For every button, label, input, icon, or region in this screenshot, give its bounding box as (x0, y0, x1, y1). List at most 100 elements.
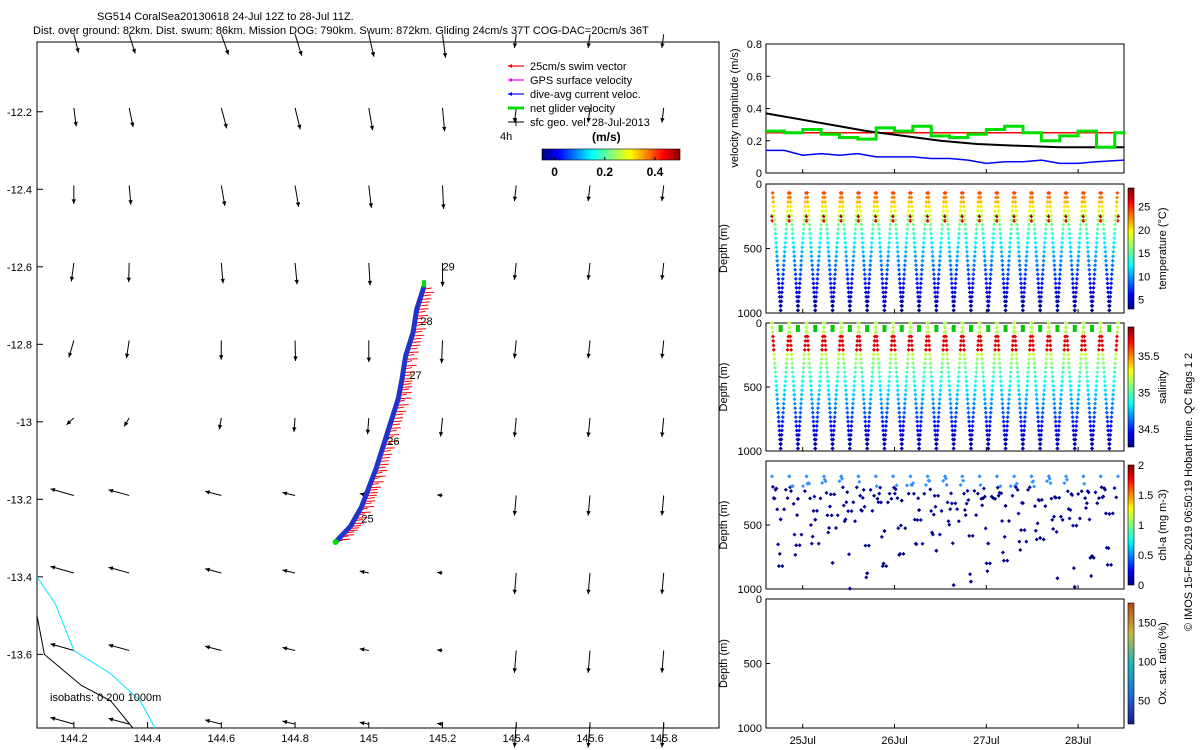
depth-ytick-label: 1000 (738, 723, 762, 735)
depth-sample (862, 406, 867, 411)
depth-sample (921, 374, 926, 379)
depth-sample (1022, 428, 1027, 433)
depth-sample (1069, 397, 1074, 402)
depth-sample (1031, 218, 1036, 223)
depth-sample (813, 437, 818, 442)
depth-sample (808, 379, 813, 384)
depth-sample (806, 213, 811, 218)
depth-sample (1095, 365, 1100, 370)
depth-sample (1114, 347, 1119, 352)
depth-sample (826, 254, 831, 259)
geo-arrowhead (512, 589, 517, 595)
depth-sample (791, 374, 796, 379)
depth-sample (1057, 272, 1062, 277)
depth-sample (1034, 254, 1039, 259)
depth-sample (1013, 200, 1018, 205)
depth-sample (1079, 204, 1084, 209)
depth-sample (1067, 370, 1072, 375)
depth-sample (841, 503, 846, 508)
depth-colorbar-tick: 5 (1138, 295, 1144, 307)
depth-sample (921, 388, 926, 393)
depth-sample (1099, 338, 1104, 343)
depth-sample (1038, 535, 1043, 540)
depth-sample (927, 204, 932, 209)
depth-colorbar (1127, 602, 1135, 725)
depth-sample (981, 245, 986, 250)
depth-sample (859, 508, 864, 513)
depth-sample (1070, 410, 1075, 415)
depth-sample (793, 415, 798, 420)
geo-arrowhead (205, 718, 211, 724)
depth-sample (846, 428, 851, 433)
depth-sample (944, 204, 949, 209)
depth-sample (1026, 231, 1031, 236)
depth-sample (906, 343, 911, 348)
depth-sample (1057, 419, 1062, 424)
depth-sample (910, 347, 915, 352)
depth-sample (843, 388, 848, 393)
depth-sample (1056, 424, 1061, 429)
depth-sample (881, 290, 886, 295)
depth-sample (1010, 343, 1015, 348)
day-label-26: 26 (387, 436, 399, 448)
depth-sample (915, 518, 920, 523)
depth-ytick-label: 0 (756, 318, 762, 330)
depth-sample (1108, 285, 1113, 290)
depth-sample (976, 204, 981, 209)
depth-sample (1109, 562, 1114, 567)
depth-sample (968, 572, 973, 577)
depth-sample (854, 485, 859, 490)
depth-sample (1067, 374, 1072, 379)
depth-sample (1048, 352, 1053, 357)
depth-sample (889, 496, 894, 501)
depth-sample (938, 379, 943, 384)
depth-sample (884, 272, 889, 277)
depth-sample (875, 338, 880, 343)
depth-sample (1001, 558, 1006, 563)
depth-sample (954, 401, 959, 406)
depth-sample (1102, 236, 1107, 241)
depth-sample (1115, 329, 1120, 334)
depth-sample (1090, 303, 1095, 308)
depth-sample (1055, 576, 1060, 581)
depth-sample (1062, 209, 1067, 214)
depth-sample (1050, 231, 1055, 236)
depth-sample (859, 370, 864, 375)
depth-sample (774, 245, 779, 250)
depth-sample (892, 338, 897, 343)
depth-sample (939, 236, 944, 241)
depth-sample (1057, 495, 1062, 500)
depth-sample (1085, 240, 1090, 245)
depth-sample (1018, 410, 1023, 415)
depth-sample (1042, 245, 1047, 250)
depth-sample (940, 222, 945, 227)
depth-sample (1004, 290, 1009, 295)
depth-sample (809, 254, 814, 259)
depth-sample (1056, 437, 1061, 442)
depth-sample (840, 343, 845, 348)
depth-sample (919, 410, 924, 415)
depth-sample (1010, 338, 1015, 343)
depth-sample (1103, 511, 1108, 516)
depth-sample (796, 299, 801, 304)
dac-track-line (333, 285, 427, 544)
depth-sample (788, 195, 793, 200)
depth-sample (1110, 406, 1115, 411)
depth-sample (1003, 446, 1008, 451)
depth-sample (801, 227, 806, 232)
depth-sample (1095, 231, 1100, 236)
depth-sample (922, 370, 927, 375)
depth-sample (984, 419, 989, 424)
depth-sample (771, 338, 776, 343)
depth-sample (1092, 410, 1097, 415)
depth-sample (771, 347, 776, 352)
geo-arrowhead (282, 646, 288, 651)
depth-sample (1100, 213, 1105, 218)
depth-colorbar-tick: 10 (1138, 271, 1150, 283)
depth-sample (1084, 501, 1089, 506)
depth-sample (800, 245, 805, 250)
depth-sample (981, 374, 986, 379)
depth-sample (1112, 374, 1117, 379)
depth-sample (886, 254, 891, 259)
depth-sample (886, 383, 891, 388)
